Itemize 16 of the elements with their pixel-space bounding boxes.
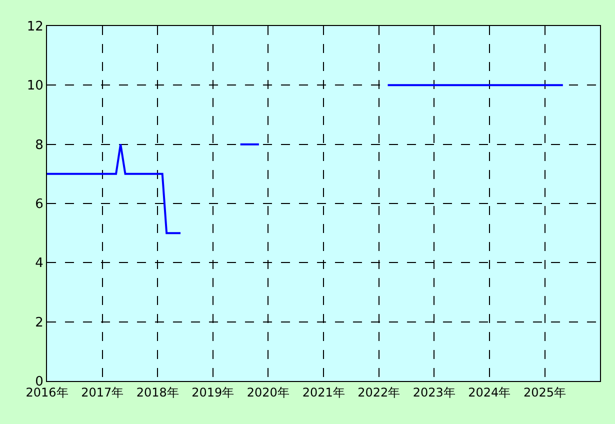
y-tick-label: 2 [35,315,44,330]
x-tick-label: 2020年 [246,385,290,400]
x-tick-label: 2017年 [81,385,124,400]
x-tick-label: 2018年 [136,385,179,400]
x-tick-label: 2021年 [302,385,345,400]
y-tick-label: 6 [35,197,44,212]
x-tick-label: 2025年 [523,385,566,400]
y-tick-label: 4 [35,256,44,272]
x-tick-label: 2023年 [412,385,456,400]
x-tick-label: 2022年 [358,385,400,400]
y-tick-label: 12 [26,20,44,35]
x-tick-label: 2024年 [468,385,511,400]
x-tick-label: 2019年 [192,385,234,400]
y-tick-label: 8 [35,138,44,153]
x-tick-label: 2016年 [26,385,68,400]
y-tick-label: 10 [26,78,44,94]
